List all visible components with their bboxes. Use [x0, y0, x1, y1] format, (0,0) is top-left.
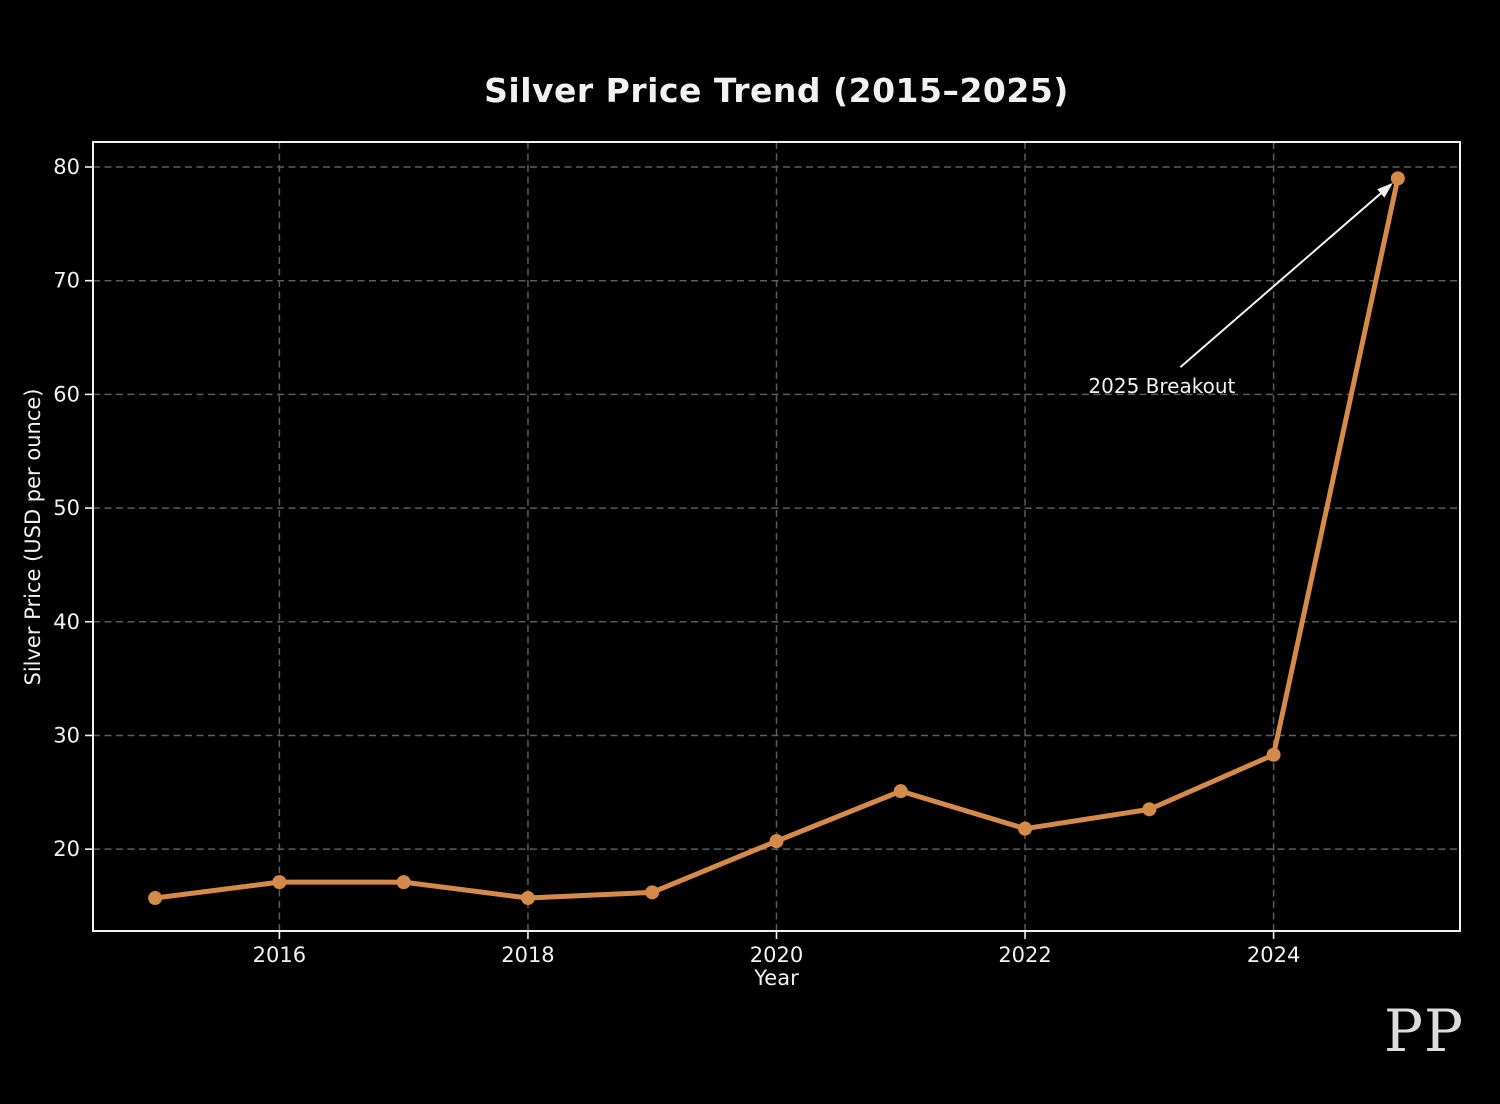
data-point — [272, 875, 287, 890]
x-tick-label: 2016 — [253, 943, 306, 967]
annotation-2025-breakout: 2025 Breakout — [1088, 374, 1236, 399]
y-tick-label: 80 — [53, 155, 80, 179]
data-point — [1390, 171, 1405, 186]
data-point — [396, 875, 411, 890]
data-point — [769, 834, 784, 849]
data-point — [1142, 802, 1157, 817]
y-tick-label: 60 — [53, 382, 80, 406]
data-point — [893, 784, 908, 799]
plot-border — [92, 141, 1461, 932]
y-tick-label: 40 — [53, 610, 80, 634]
y-tick-label: 20 — [53, 837, 80, 861]
y-tick-label: 30 — [53, 723, 80, 747]
data-point — [1266, 747, 1281, 762]
annotation-arrow-head — [1377, 182, 1393, 198]
x-tick-label: 2022 — [998, 943, 1051, 967]
data-point — [520, 891, 535, 906]
data-point — [645, 885, 660, 900]
chart-title: Silver Price Trend (2015–2025) — [484, 71, 1069, 110]
x-axis-label: Year — [754, 966, 799, 990]
x-tick-label: 2024 — [1247, 943, 1300, 967]
data-point — [1018, 821, 1033, 836]
annotation-arrow-line — [1179, 190, 1384, 368]
y-tick-label: 70 — [53, 269, 80, 293]
x-tick-label: 2018 — [501, 943, 554, 967]
pp-logo: PP — [1383, 997, 1464, 1065]
y-tick-label: 50 — [53, 496, 80, 520]
data-point — [148, 891, 163, 906]
x-tick-label: 2020 — [750, 943, 803, 967]
